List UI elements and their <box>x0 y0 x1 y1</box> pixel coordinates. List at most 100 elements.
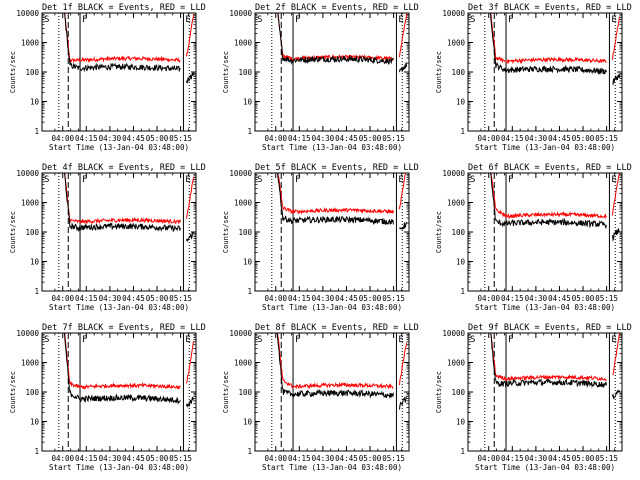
plot-frame <box>467 172 623 292</box>
y-tick-label: 1 <box>247 287 252 296</box>
marker-label-f: F <box>82 175 87 185</box>
marker-label-f: F <box>82 335 87 345</box>
y-axis-label: Counts/sec <box>222 211 230 253</box>
y-tick-label: 1 <box>460 447 465 456</box>
panel-data <box>63 333 195 408</box>
marker-label-e: E <box>185 335 190 345</box>
x-axis-label: Start Time (13-Jan-04 03:48:00) <box>49 463 189 472</box>
x-tick-label: 04:15 <box>288 454 311 463</box>
x-tick-label: 05:00 <box>146 294 169 303</box>
x-tick-label: 05:00 <box>146 134 169 143</box>
x-tick-label: 04:00 <box>477 454 500 463</box>
marker-label-e: E <box>611 15 616 25</box>
y-tick-label: 10000 <box>229 329 252 338</box>
y-tick-label: 10 <box>243 418 253 427</box>
x-tick-label: 04:45 <box>335 134 358 143</box>
marker-label-s: S <box>44 175 49 185</box>
y-tick-label: 1000 <box>234 359 253 368</box>
x-tick-label: 05:15 <box>595 134 618 143</box>
x-tick-label: 05:00 <box>359 454 382 463</box>
x-tick-label: 04:00 <box>51 294 74 303</box>
marker-label-f: F <box>508 15 513 25</box>
marker-label-s: S <box>257 175 262 185</box>
x-tick-label: 05:00 <box>359 134 382 143</box>
marker-label-f: F <box>295 175 300 185</box>
y-tick-label: 100 <box>238 388 252 397</box>
x-tick-label: 04:15 <box>501 134 524 143</box>
panel-det-2: Det 2f BLACK = Events, RED = LLD 1 10 100 10… <box>222 3 419 152</box>
y-tick-label: 1000 <box>234 199 253 208</box>
marker-label-f: F <box>295 15 300 25</box>
lld-series-line <box>490 13 607 65</box>
panel-data <box>489 13 621 86</box>
lld-series-line <box>64 333 181 390</box>
x-tick-label: 05:00 <box>572 454 595 463</box>
lld-series-line <box>612 16 621 60</box>
x-tick-label: 04:00 <box>264 294 287 303</box>
y-tick-label: 100 <box>25 68 39 77</box>
y-axis-label: Counts/sec <box>9 51 17 93</box>
events-series-line <box>489 13 607 76</box>
y-tick-label: 10 <box>456 98 466 107</box>
x-tick-label: 04:30 <box>525 134 548 143</box>
y-tick-label: 1 <box>460 287 465 296</box>
lld-series-line <box>64 173 181 225</box>
marker-label-e: E <box>185 175 190 185</box>
y-tick-label: 10 <box>243 98 253 107</box>
events-series-line <box>489 173 607 230</box>
x-tick-label: 04:15 <box>288 134 311 143</box>
lld-series-line <box>186 177 195 219</box>
marker-label-s: S <box>470 335 475 345</box>
lld-series-line <box>64 13 181 64</box>
x-tick-label: 04:45 <box>335 294 358 303</box>
events-series-line <box>612 73 621 86</box>
x-tick-label: 04:00 <box>51 134 74 143</box>
x-tick-label: 04:30 <box>99 294 122 303</box>
x-tick-label: 05:15 <box>382 134 405 143</box>
panel-title: Det 9f BLACK = Events, RED = LLD <box>468 323 632 333</box>
y-axis-label: Counts/sec <box>435 211 443 253</box>
marker-label-e: E <box>398 335 403 345</box>
y-axis-label: Counts/sec <box>222 51 230 93</box>
panel-det-6: Det 6f BLACK = Events, RED = LLD 1 10 100 10… <box>435 163 632 312</box>
lld-series-line <box>277 333 394 390</box>
events-series-line <box>64 173 181 233</box>
events-series-line <box>490 333 607 389</box>
x-tick-label: 04:45 <box>548 134 571 143</box>
y-tick-label: 10000 <box>229 9 252 18</box>
y-tick-label: 1000 <box>447 199 466 208</box>
x-axis-label: Start Time (13-Jan-04 03:48:00) <box>262 303 402 312</box>
events-series-line <box>63 333 181 405</box>
panel-det-9: Det 9f BLACK = Events, RED = LLD 1 10 100 10… <box>435 323 632 472</box>
y-tick-label: 100 <box>238 228 252 237</box>
marker-label-s: S <box>44 15 49 25</box>
y-tick-label: 1000 <box>21 199 40 208</box>
y-tick-label: 100 <box>25 388 39 397</box>
panel-title: Det 2f BLACK = Events, RED = LLD <box>255 3 419 13</box>
lld-series-line <box>490 173 607 220</box>
marker-label-e: E <box>611 175 616 185</box>
events-series-line <box>277 173 394 226</box>
lld-series-line <box>399 13 408 58</box>
events-series-line <box>186 231 195 242</box>
x-tick-label: 04:30 <box>312 134 335 143</box>
x-tick-label: 04:00 <box>264 454 287 463</box>
y-tick-label: 10 <box>243 258 253 267</box>
y-tick-label: 10000 <box>16 169 39 178</box>
marker-label-f: F <box>508 335 513 345</box>
plot-frame <box>254 172 410 292</box>
panel-title: Det 8f BLACK = Events, RED = LLD <box>255 323 419 333</box>
panel-data <box>276 333 408 410</box>
panel-data <box>277 13 408 73</box>
x-tick-label: 04:45 <box>548 454 571 463</box>
x-tick-label: 04:30 <box>525 454 548 463</box>
y-tick-label: 1000 <box>234 39 253 48</box>
plot-frame <box>41 12 197 132</box>
x-tick-label: 04:15 <box>501 294 524 303</box>
marker-label-f: F <box>508 175 513 185</box>
x-axis-label: Start Time (13-Jan-04 03:48:00) <box>262 143 402 152</box>
y-tick-label: 10000 <box>16 9 39 18</box>
x-tick-label: 04:15 <box>501 454 524 463</box>
x-tick-label: 04:45 <box>335 454 358 463</box>
